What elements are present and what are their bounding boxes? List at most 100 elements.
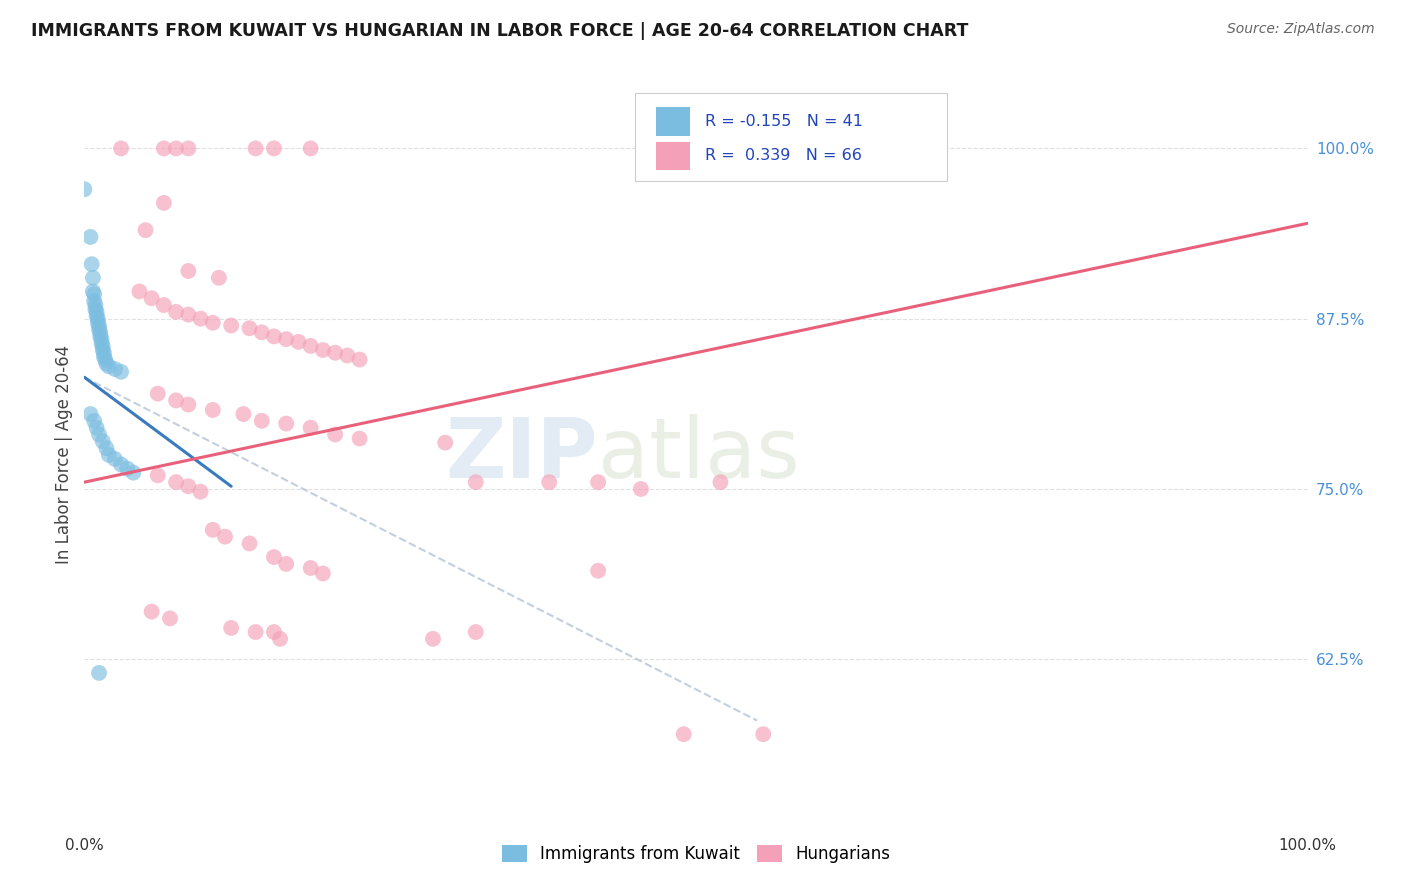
Point (299, 561, 322, 575)
Point (97, 448, 120, 462)
Point (538, 475, 561, 490)
Point (269, 632, 291, 646)
Point (752, 727, 775, 741)
Point (263, 329, 285, 343)
Point (165, 305, 187, 319)
Point (219, 621, 242, 635)
Point (422, 632, 444, 646)
Point (312, 566, 335, 581)
Point (153, 141, 176, 155)
Point (201, 403, 224, 417)
Point (135, 223, 157, 237)
Point (89, 326, 111, 340)
Point (79, 407, 101, 421)
Text: R =  0.339   N = 66: R = 0.339 N = 66 (704, 148, 862, 162)
Point (190, 484, 212, 499)
Point (190, 311, 212, 326)
Point (250, 326, 273, 340)
Point (153, 195, 176, 210)
Point (177, 308, 200, 322)
Point (349, 432, 371, 446)
Text: atlas: atlas (598, 415, 800, 495)
Legend: Immigrants from Kuwait, Hungarians: Immigrants from Kuwait, Hungarians (495, 838, 897, 870)
Point (128, 285, 150, 299)
Point (323, 427, 346, 442)
Point (201, 523, 224, 537)
Point (245, 141, 267, 155)
Point (323, 345, 346, 359)
Point (146, 468, 169, 483)
Point (146, 386, 169, 401)
Point (96, 441, 118, 455)
Point (299, 339, 322, 353)
Point (219, 318, 242, 333)
Point (86, 420, 108, 434)
Point (115, 461, 138, 475)
Point (122, 466, 145, 480)
Point (141, 291, 163, 305)
Point (87, 311, 110, 326)
Point (238, 536, 260, 550)
Point (153, 298, 176, 312)
Point (90, 336, 112, 351)
Point (84, 302, 107, 317)
Point (336, 349, 359, 363)
Text: IMMIGRANTS FROM KUWAIT VS HUNGARIAN IN LABOR FORCE | AGE 20-64 CORRELATION CHART: IMMIGRANTS FROM KUWAIT VS HUNGARIAN IN L… (31, 22, 969, 40)
Point (312, 343, 335, 357)
Point (79, 230, 101, 244)
Point (110, 141, 132, 155)
Point (276, 557, 298, 571)
Point (83, 293, 105, 308)
Point (263, 141, 285, 155)
Point (672, 727, 695, 741)
Point (84, 298, 107, 312)
Point (630, 482, 652, 496)
Point (104, 452, 127, 467)
Point (90, 332, 112, 346)
Point (214, 530, 236, 544)
Point (263, 550, 285, 565)
Point (299, 141, 322, 155)
Point (165, 475, 187, 490)
Point (245, 625, 267, 640)
Point (87, 427, 110, 442)
Point (86, 305, 108, 319)
Point (299, 420, 322, 434)
Point (238, 321, 260, 335)
Point (91, 343, 114, 357)
Point (434, 435, 457, 450)
Point (89, 329, 111, 343)
Point (110, 365, 132, 379)
Point (110, 458, 132, 472)
Point (464, 475, 486, 490)
Text: R = -0.155   N = 41: R = -0.155 N = 41 (704, 114, 862, 129)
Point (586, 564, 609, 578)
Point (87, 316, 110, 330)
Point (208, 270, 231, 285)
Y-axis label: In Labor Force | Age 20-64: In Labor Force | Age 20-64 (55, 345, 73, 565)
Point (97, 359, 120, 374)
Point (73, 182, 96, 196)
Point (83, 287, 105, 301)
Point (82, 285, 104, 299)
Point (159, 611, 181, 625)
Point (96, 357, 118, 371)
Point (709, 475, 731, 490)
Point (86, 309, 108, 323)
Point (177, 264, 200, 278)
Point (287, 334, 309, 349)
Bar (655, 142, 690, 170)
Text: Source: ZipAtlas.com: Source: ZipAtlas.com (1227, 22, 1375, 37)
FancyBboxPatch shape (636, 93, 946, 181)
Point (93, 345, 115, 359)
Point (87, 318, 110, 333)
Point (141, 605, 163, 619)
Point (177, 397, 200, 411)
Point (83, 414, 105, 428)
Point (177, 141, 200, 155)
Point (165, 141, 187, 155)
Point (263, 625, 285, 640)
Point (91, 339, 114, 353)
Point (91, 434, 114, 449)
Point (201, 316, 224, 330)
